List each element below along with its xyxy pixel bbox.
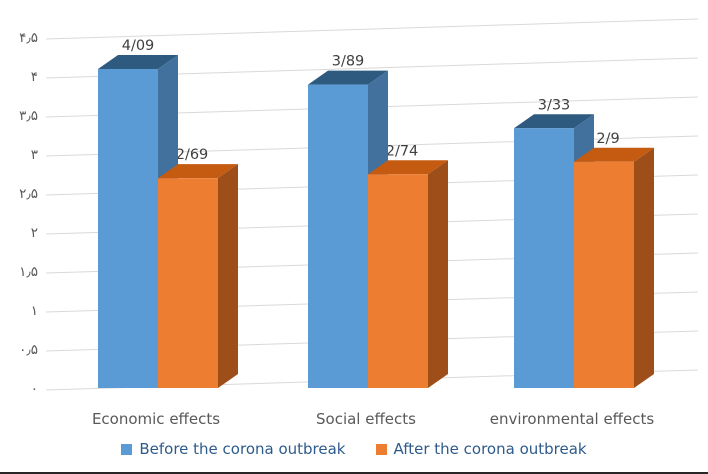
y-axis-tick-label: ۳ [31,147,38,163]
y-axis-tick-label: ۴٫۵ [19,30,38,46]
bar-side-face [218,164,238,388]
bar-top-face [368,160,448,175]
bar-top-face [308,70,388,85]
legend-label-before: Before the corona outbreak [139,440,346,458]
data-label-before: 4/09 [122,38,155,54]
category-label: Social effects [316,410,416,428]
y-axis-tick-label: ۳٫۵ [19,108,38,124]
y-axis-tick-label: ۲٫۵ [19,186,38,202]
bar-top-face [98,54,178,69]
bar-top-face [514,114,594,129]
bar-top-face [574,147,654,162]
bar-side-face [634,147,654,388]
data-label-after: 2/9 [596,131,619,147]
legend-swatch-after [375,443,387,455]
category-label: Economic effects [92,410,220,428]
bar-front-face[interactable] [368,174,428,388]
bar-chart-canvas[interactable]: ۰ ۰٫۵ ۱ ۱٫۵ ۲ ۲٫۵ ۳ ۳٫۵ ۴ ۴٫۵ 2/69 2/74 2/9 4/09 3/89 3… [0,0,708,436]
chart-legend: Before the corona outbreak After the cor… [0,436,708,458]
y-axis-tick-label: ۰ [31,381,38,397]
bar-front-face[interactable] [308,84,368,388]
bar-front-face[interactable] [98,68,158,388]
bar-front-face[interactable] [158,178,218,388]
y-axis-tick-label: ۲ [31,225,38,241]
bar-front-face[interactable] [514,128,574,388]
category-label: environmental effects [490,410,655,428]
legend-swatch-before [121,443,133,455]
data-label-before: 3/89 [332,54,365,70]
bar-top-face [158,164,238,179]
y-axis-tick-label: ۴ [31,69,38,85]
data-label-after: 2/69 [176,147,209,163]
data-label-after: 2/74 [386,143,419,159]
y-axis-tick-label: ۰٫۵ [19,342,38,358]
data-label-before: 3/33 [538,97,571,113]
legend-item-before[interactable]: Before the corona outbreak [121,440,346,458]
y-axis-tick-label: ۱ [31,303,38,319]
bar-front-face[interactable] [574,161,634,388]
y-axis-tick-label: ۱٫۵ [19,264,38,280]
grid-line [45,18,699,40]
legend-label-after: After the corona outbreak [393,440,587,458]
bar-side-face [428,160,448,388]
legend-item-after[interactable]: After the corona outbreak [375,440,587,458]
